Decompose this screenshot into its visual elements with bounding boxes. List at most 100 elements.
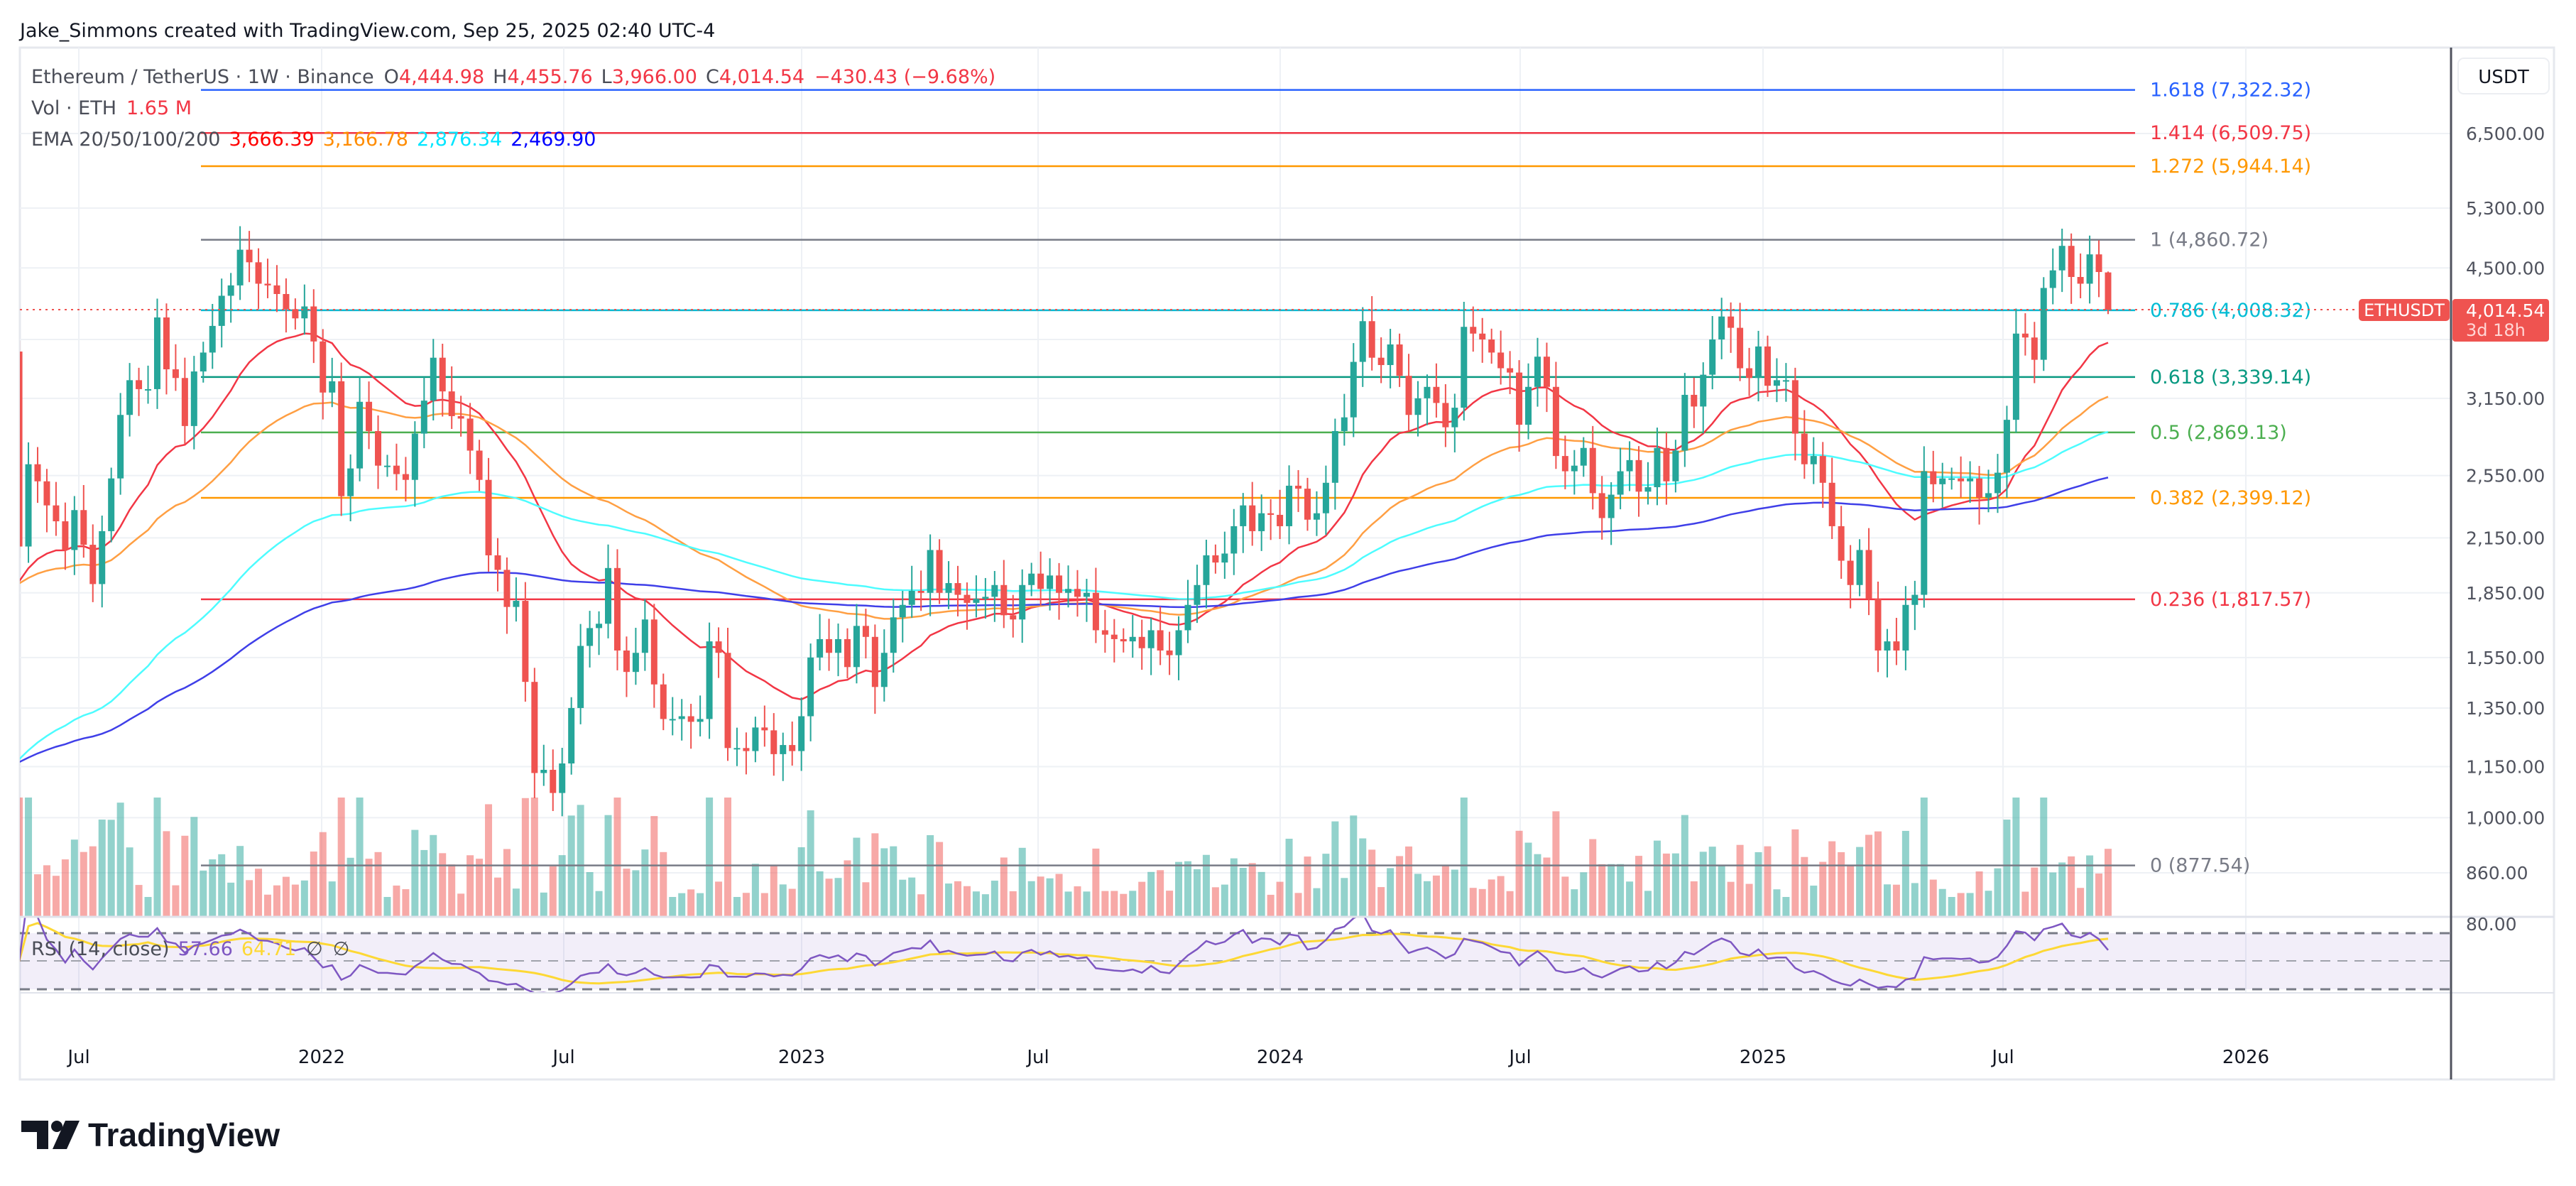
volume-bar (715, 881, 723, 917)
currency-button[interactable] (2457, 58, 2550, 94)
volume-bar (476, 859, 484, 917)
volume-bar (650, 816, 658, 917)
candle-body (1359, 321, 1366, 362)
price-tick-label: 3,150.00 (2466, 388, 2545, 409)
volume-bar (521, 798, 529, 917)
volume-bar (181, 835, 189, 917)
fib-retracement[interactable]: 1.618 (7,322.32) 1.414 (6,509.75) 1.272 (5… (201, 80, 2311, 877)
candle-body (1598, 493, 1605, 518)
volume-bar (1359, 838, 1367, 917)
volume-bar (1782, 897, 1790, 917)
volume-bar (972, 891, 980, 917)
volume-bar (1230, 858, 1238, 917)
time-axis[interactable]: Jul 2022 Jul 2023 Jul 2024 Jul 2025 Jul 2026 (66, 1047, 2269, 1068)
volume-bar (1764, 846, 1772, 917)
volume-bar (641, 849, 649, 917)
volume-bar (788, 888, 796, 917)
candle-body (1608, 494, 1615, 518)
price-axis[interactable]: 6,500.00 5,300.00 4,500.00 3,150.00 2,550.00… (2466, 124, 2545, 883)
candle-body (1635, 459, 1642, 492)
volume-bar (1092, 848, 1100, 917)
volume-bar (1589, 839, 1597, 917)
candle-body (1561, 456, 1568, 472)
volume-bar (1534, 854, 1541, 917)
candle-body (780, 745, 787, 754)
candle-body (1580, 447, 1587, 466)
candle-body (1203, 555, 1210, 585)
candle-body (1304, 489, 1311, 520)
volume-bar (1543, 857, 1551, 917)
candle-body (954, 583, 961, 595)
volume-bar (990, 881, 998, 917)
rsi-value: 57.66 (178, 938, 233, 960)
volume-bar (439, 853, 447, 917)
candle-body (1626, 459, 1633, 472)
tradingview-logo[interactable]: TradingView (21, 1116, 280, 1153)
volume-bar (2086, 855, 2094, 917)
candle-body (1654, 447, 1661, 488)
volume-bar (1267, 894, 1275, 917)
candle-body (375, 430, 382, 466)
candle-body (273, 285, 280, 295)
candle-body (2012, 333, 2019, 420)
volume-bar (310, 852, 317, 917)
candle-body (99, 531, 106, 584)
candle-body (494, 555, 501, 570)
volume-bar (1856, 847, 1864, 917)
volume-bar (577, 805, 584, 917)
candle-body (817, 638, 824, 658)
candle-body (209, 325, 216, 353)
candle-body (678, 716, 685, 719)
volume-bar (1828, 841, 1836, 917)
candle-body (2095, 254, 2102, 273)
volume-bar (2068, 856, 2075, 917)
candle-body (1728, 316, 1735, 328)
ohlc-high: 4,455.76 (507, 66, 592, 88)
candle-body (1976, 478, 1983, 498)
ohlc-close: 4,014.54 (719, 66, 804, 88)
candle-body (1571, 465, 1578, 472)
volume-bar (1571, 889, 1578, 917)
candles (20, 226, 2112, 817)
volume-bar (1948, 897, 1955, 917)
volume-bar (760, 893, 768, 917)
volume-bar (1497, 876, 1505, 917)
candle-body (1047, 575, 1054, 589)
candle-body (126, 380, 133, 415)
volume-bar (1129, 891, 1137, 917)
candle-body (596, 624, 603, 629)
candle-body (697, 719, 704, 722)
candle-body (466, 418, 474, 451)
candle-body (623, 650, 630, 673)
volume-bar (402, 889, 410, 917)
volume-bar (632, 870, 640, 917)
volume-bar (1626, 881, 1634, 917)
time-tick-label: Jul (551, 1047, 574, 1068)
candle-body (559, 763, 566, 793)
candle-body (1230, 526, 1238, 554)
candle-body (1921, 471, 1928, 595)
time-tick-label: Jul (1507, 1047, 1531, 1068)
candle-body (982, 597, 989, 599)
volume-bar (1727, 881, 1735, 917)
volume-legend: Vol · ETH 1.65 M (31, 97, 192, 119)
candle-body (108, 478, 115, 531)
volume-bar (1635, 856, 1643, 917)
time-tick-label: Jul (1990, 1047, 2014, 1068)
price-change: −430.43 (−9.68%) (814, 66, 995, 88)
volume-bar (936, 842, 944, 917)
volume-bar (273, 885, 280, 917)
volume-bar (1432, 875, 1440, 917)
price-tick-label: 4,500.00 (2466, 258, 2545, 278)
ema-20-line (20, 332, 2109, 701)
candle-body (1856, 550, 1863, 585)
candle-body (1801, 433, 1808, 464)
volume-bar (356, 798, 364, 917)
candle-body (1258, 513, 1265, 531)
volume-bar (1166, 891, 1174, 917)
candle-body (1368, 321, 1375, 358)
candle-body (1387, 344, 1394, 366)
candle-body (1810, 456, 1817, 464)
time-tick-label: 2024 (1257, 1047, 1304, 1068)
